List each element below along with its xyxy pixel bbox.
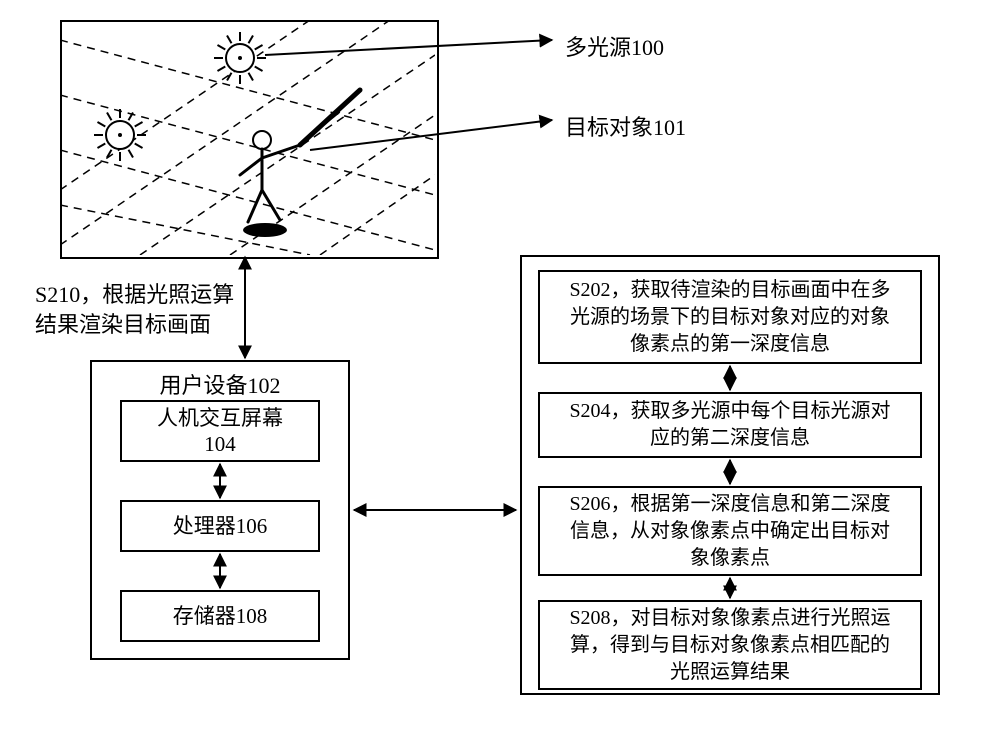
flow-s202-box: S202，获取待渲染的目标画面中在多 光源的场景下的目标对象对应的对象 像素点的… bbox=[538, 270, 922, 364]
device-screen-box: 人机交互屏幕 104 bbox=[120, 400, 320, 462]
diagram-stage: 多光源100 目标对象101 S210，根据光照运算 结果渲染目标画面 用户设备… bbox=[0, 0, 1000, 729]
device-cpu-box: 处理器106 bbox=[120, 500, 320, 552]
label-target-object: 目标对象101 bbox=[565, 110, 686, 142]
label-multi-light: 多光源100 bbox=[565, 30, 664, 62]
user-device-title: 用户设备102 bbox=[92, 368, 348, 400]
step-s210-label: S210，根据光照运算 结果渲染目标画面 bbox=[35, 280, 234, 339]
scene-box bbox=[60, 20, 439, 259]
flow-s204-box: S204，获取多光源中每个目标光源对 应的第二深度信息 bbox=[538, 392, 922, 458]
device-mem-box: 存储器108 bbox=[120, 590, 320, 642]
flow-s206-box: S206，根据第一深度信息和第二深度 信息，从对象像素点中确定出目标对 象像素点 bbox=[538, 486, 922, 576]
flow-s208-box: S208，对目标对象像素点进行光照运 算，得到与目标对象像素点相匹配的 光照运算… bbox=[538, 600, 922, 690]
